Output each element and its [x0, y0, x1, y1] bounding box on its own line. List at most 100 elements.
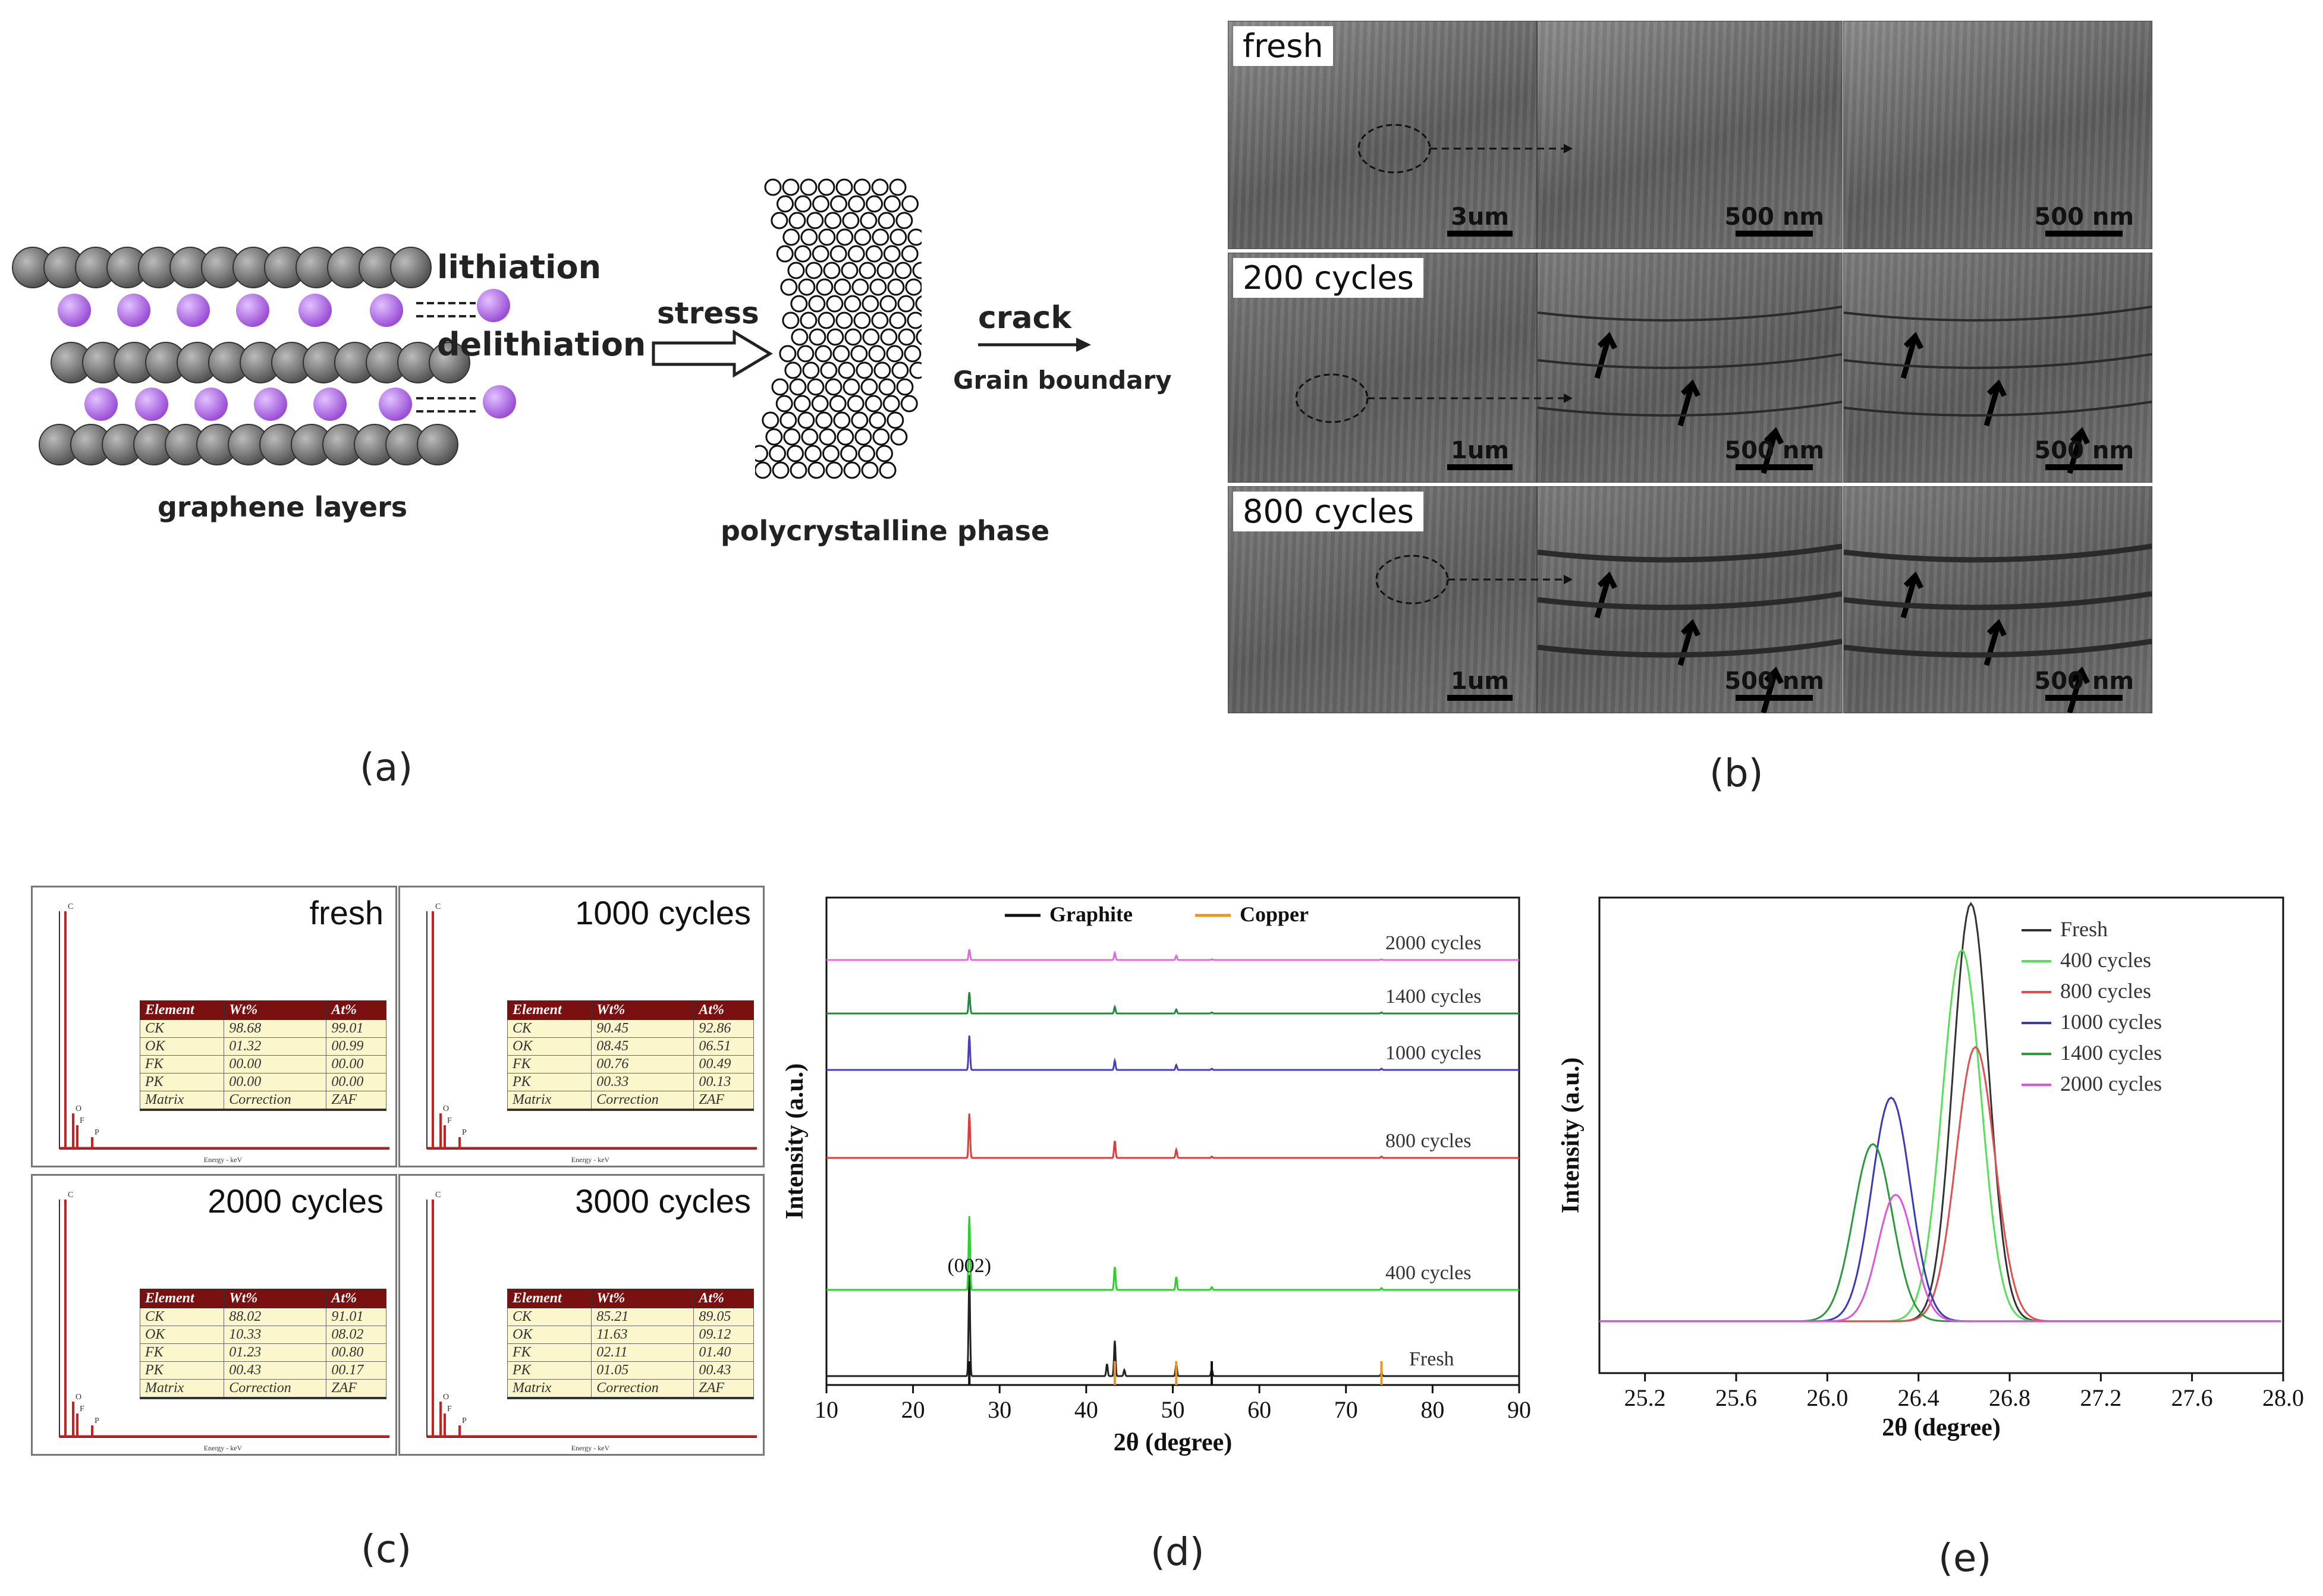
sem-image: 500 nm [1537, 253, 1843, 483]
table-cell: 09.12 [693, 1326, 754, 1344]
xrd-zoom-series-line [1599, 1046, 2281, 1323]
crystal-grain [848, 195, 866, 213]
crystal-grain [843, 461, 861, 479]
table-cell: 01.23 [224, 1343, 327, 1362]
table-cell: Matrix [139, 1379, 225, 1399]
legend-label: 1000 cycles [2060, 1010, 2162, 1034]
table-cell: PK [139, 1073, 225, 1091]
x-tick-label: 26.0 [1806, 1384, 1848, 1411]
table-header: Element [507, 1000, 592, 1020]
table-cell: 00.76 [591, 1055, 694, 1074]
xrd-series-line [826, 1216, 1519, 1291]
table-cell: FK [139, 1343, 225, 1362]
crack-arrow-icon [2067, 666, 2091, 713]
eds-peak-label: C [68, 902, 73, 911]
polycrystalline-diagram [755, 178, 922, 479]
y-axis-label: Intensity (a.u.) [1557, 1057, 1585, 1214]
crystal-grain [882, 395, 900, 413]
crystal-grain [879, 461, 897, 479]
lithium-ion [236, 294, 269, 327]
crystal-grain [916, 329, 922, 345]
scale-bar: 500 nm [2034, 203, 2134, 237]
table-cell: PK [507, 1073, 592, 1091]
table-cell: 85.21 [591, 1308, 694, 1326]
eds-spectrum-panel: Energy - keV C O F P 2000 cycles Element Wt% At%… [31, 1174, 397, 1456]
scale-bar-label: 1um [1451, 668, 1509, 695]
table-row: FK 00.76 00.49 [507, 1055, 754, 1074]
crystal-grain [782, 311, 800, 329]
scale-bar-label: 500 nm [2034, 437, 2134, 464]
eds-peak-label: O [443, 1104, 449, 1113]
eds-peak-label: F [447, 1405, 452, 1414]
crystal-grain [850, 345, 868, 363]
crystal-grain [847, 245, 865, 263]
crystal-grain [816, 278, 834, 296]
table-cell: 01.32 [224, 1037, 327, 1056]
table-cell: PK [139, 1361, 225, 1380]
crystal-grain [872, 228, 889, 246]
crystal-grain [851, 411, 869, 429]
x-tick-label: 26.4 [1898, 1384, 1939, 1411]
table-cell: ZAF [693, 1091, 754, 1111]
lithium-ion [313, 388, 347, 421]
crystal-grain [842, 212, 860, 229]
scale-bar: 500 nm [1724, 437, 1824, 470]
crystal-grain [788, 212, 806, 229]
scale-bar-label: 500 nm [2034, 668, 2134, 695]
sem-image: fresh 3um [1228, 21, 1537, 249]
crystal-grain [823, 262, 841, 279]
eds-peak-label: F [80, 1116, 84, 1125]
eds-composition-table: Element Wt% At% CK 85.21 89.05 OK 11.63 09.12 FK 0… [507, 1289, 754, 1399]
scale-bar: 1um [1447, 437, 1513, 470]
table-cell: 00.43 [224, 1361, 327, 1380]
sem-image: 500 nm [1843, 21, 2152, 249]
crystal-grain [905, 278, 922, 296]
table-cell: ZAF [693, 1379, 754, 1399]
crystal-grain [789, 378, 807, 396]
crystal-grain [880, 328, 898, 346]
carbon-atom [417, 424, 458, 465]
scale-bar-label: 500 nm [2034, 203, 2134, 231]
table-row: OK 08.45 06.51 [507, 1037, 754, 1056]
crystal-grain [869, 278, 887, 296]
crystal-grain [808, 295, 826, 313]
crystal-grain [883, 245, 901, 263]
x-tick-label: 25.6 [1715, 1384, 1757, 1411]
crystal-grain [805, 262, 823, 279]
sem-image: 500 nm [1843, 486, 2152, 713]
crystal-grain [871, 311, 889, 329]
crystal-grain [807, 461, 825, 479]
crystal-grain [798, 278, 816, 296]
crystal-grain [866, 195, 884, 213]
panel-label-d: (d) [1151, 1531, 1205, 1575]
crystal-grain [776, 245, 794, 263]
crystal-grain [862, 295, 879, 313]
table-cell: Correction [591, 1379, 694, 1399]
crystal-grain [847, 395, 865, 413]
x-tick-label: 60 [1247, 1396, 1271, 1423]
crystal-grain [884, 195, 901, 213]
table-header: Element [507, 1289, 592, 1308]
eds-panel-title: 1000 cycles [575, 894, 751, 931]
table-row: PK 00.43 00.17 [139, 1361, 386, 1380]
crystal-grain [907, 228, 922, 246]
crystal-grain [840, 445, 858, 462]
crystal-grain [854, 428, 872, 446]
table-cell: 00.00 [224, 1055, 327, 1074]
crystal-grain [904, 345, 922, 363]
crystal-grain [860, 378, 878, 396]
crystal-grain [820, 361, 838, 379]
crystal-grain [791, 328, 809, 346]
crystal-grain [800, 178, 818, 196]
delithiation-label: delithiation [437, 326, 646, 363]
crystal-grain [794, 245, 812, 263]
table-cell: 98.68 [224, 1019, 327, 1038]
crystal-grain [807, 378, 825, 396]
eds-panel-title: 3000 cycles [575, 1182, 751, 1220]
table-header: At% [326, 1289, 386, 1308]
crystal-grain [818, 228, 836, 246]
x-tick-label: 50 [1161, 1396, 1185, 1423]
crystal-grain [891, 361, 909, 379]
table-row: Matrix Correction ZAF [507, 1379, 754, 1399]
grain-boundary-label: Grain boundary [953, 366, 1172, 395]
